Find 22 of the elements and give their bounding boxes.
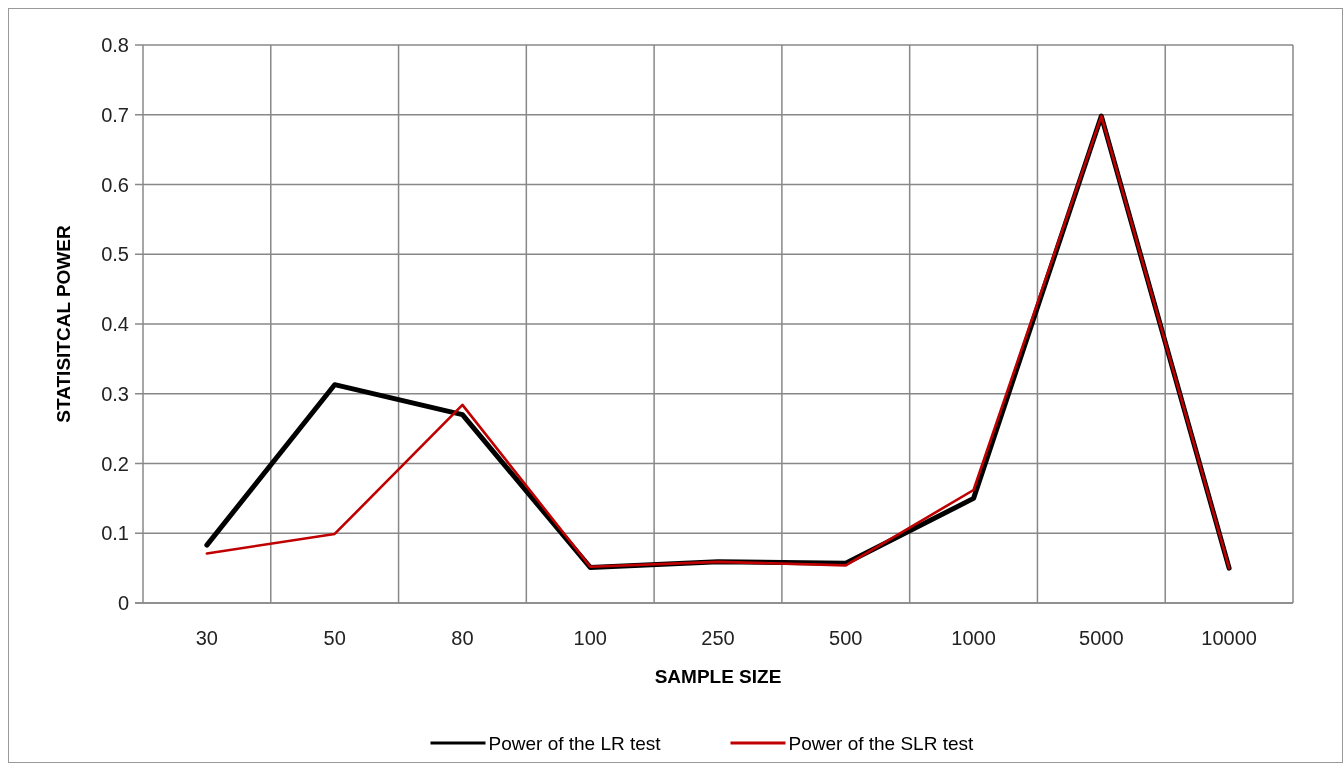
- x-tick-label: 250: [701, 627, 735, 649]
- x-tick-label: 500: [829, 627, 863, 649]
- x-tick-label: 100: [573, 627, 607, 649]
- legend-label: Power of the LR test: [488, 732, 662, 754]
- y-axis-title: STATISITCAL POWER: [53, 225, 74, 423]
- y-tick-label: 0.4: [101, 313, 129, 335]
- legend-label: Power of the SLR test: [788, 732, 975, 754]
- y-tick-label: 0.6: [101, 173, 129, 196]
- y-tick-label: 0.3: [101, 382, 129, 405]
- x-tick-label: 30: [195, 627, 219, 649]
- y-tick-label: 0.7: [101, 103, 129, 126]
- y-tick-label: 0.8: [101, 34, 129, 56]
- y-tick-label: 0.1: [101, 522, 129, 545]
- x-axis-title: SAMPLE SIZE: [654, 666, 782, 687]
- y-tick-label: 0.5: [101, 243, 129, 266]
- x-tick-label: 1000: [951, 627, 996, 649]
- y-tick-label: 0: [117, 592, 129, 614]
- x-tick-label: 80: [451, 627, 474, 649]
- y-tick-label: 0.2: [101, 452, 129, 475]
- x-tick-label: 50: [323, 627, 346, 649]
- x-tick-label: 5000: [1079, 627, 1124, 649]
- x-tick-label: 10000: [1201, 627, 1257, 649]
